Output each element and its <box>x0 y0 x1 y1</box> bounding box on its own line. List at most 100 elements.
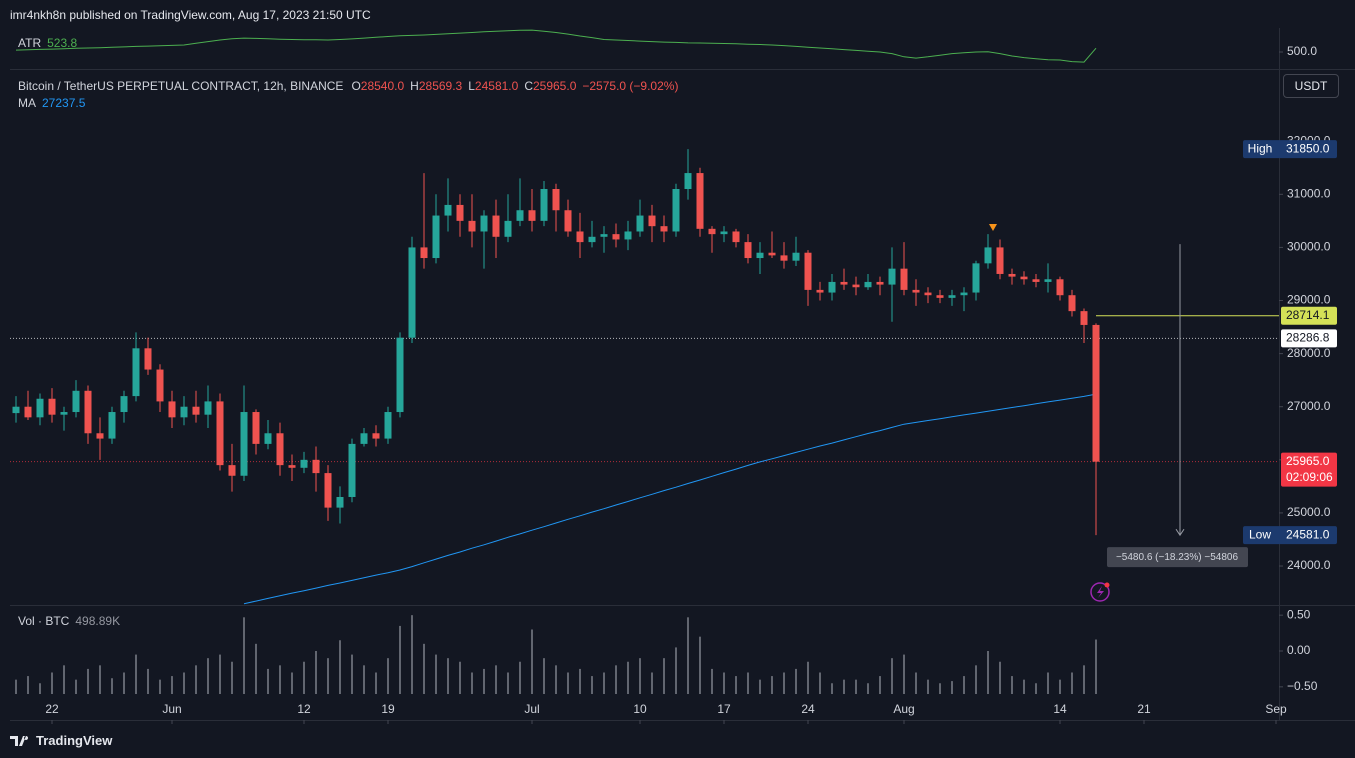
y-tick-label: 31000.0 <box>1287 186 1331 200</box>
y-tick-label: 28000.0 <box>1287 346 1331 360</box>
volume-bar <box>291 672 293 694</box>
candle-body <box>228 465 236 476</box>
candle-body <box>360 433 368 444</box>
volume-bar <box>1059 679 1061 694</box>
y-tick-label: 0.50 <box>1287 607 1311 621</box>
volume-bar <box>783 672 785 694</box>
candle-body <box>816 289 824 293</box>
measure-arrow <box>1175 528 1185 537</box>
candle-body <box>612 234 620 240</box>
candle-body <box>120 396 128 413</box>
candle-body <box>792 252 800 261</box>
volume-bar <box>447 658 449 694</box>
x-tick-label: 24 <box>801 702 815 716</box>
candle-body <box>252 412 260 444</box>
candle-body <box>840 281 848 285</box>
volume-bar <box>387 658 389 694</box>
ma-legend: MA 27237.5 <box>18 96 85 110</box>
candle-body <box>384 412 392 439</box>
candle-body <box>300 459 308 468</box>
candle-body <box>1068 295 1076 312</box>
candle-body <box>504 220 512 237</box>
volume-bar <box>231 661 233 694</box>
y-tick-label: 25000.0 <box>1287 505 1331 519</box>
ohlc-key: H <box>410 79 419 93</box>
price-label-box <box>1281 452 1337 487</box>
volume-bar <box>711 668 713 694</box>
candle-body <box>168 401 176 418</box>
candle-body <box>192 406 200 415</box>
candle-body <box>372 433 380 439</box>
candle-body <box>948 295 956 298</box>
volume-bar <box>567 672 569 694</box>
candle-body <box>72 390 80 413</box>
volume-bar <box>819 672 821 694</box>
volume-bar <box>963 676 965 694</box>
ma-name: MA <box>18 96 36 110</box>
x-tick-label: Jun <box>162 702 181 716</box>
price-label-countdown: 02:09:06 <box>1286 470 1333 484</box>
volume-bar <box>927 679 929 694</box>
volume-bar <box>51 672 53 694</box>
price-label-name: Low <box>1249 527 1271 541</box>
candle-body <box>516 210 524 221</box>
ma-value: 27237.5 <box>42 96 86 110</box>
volume-bar <box>327 658 329 694</box>
ohlc-key: O <box>351 79 361 93</box>
x-tick-label: Aug <box>893 702 914 716</box>
alert-icon[interactable] <box>1090 582 1110 602</box>
candle-body <box>552 189 560 211</box>
volume-bar <box>207 658 209 694</box>
ma-line <box>243 393 1097 605</box>
candle-body <box>708 228 716 235</box>
candle-body <box>180 406 188 418</box>
volume-bar <box>411 615 413 694</box>
volume-bar <box>303 661 305 694</box>
volume-bar <box>219 654 221 694</box>
candle-body <box>264 433 272 444</box>
ohlc-key: C <box>524 79 533 93</box>
candle-body <box>348 443 356 497</box>
candle-body <box>924 292 932 296</box>
volume-bar <box>771 676 773 694</box>
volume-bar <box>39 683 41 694</box>
currency-button[interactable]: USDT <box>1283 74 1339 98</box>
symbol: Bitcoin / TetherUS PERPETUAL CONTRACT, 1… <box>18 79 344 93</box>
price-label: 31850.0 <box>1286 141 1330 155</box>
volume-bar <box>1083 665 1085 694</box>
candle-body <box>1044 279 1052 282</box>
volume-bar <box>603 672 605 694</box>
price-label: 28286.8 <box>1286 331 1330 345</box>
y-tick-label: 29000.0 <box>1287 293 1331 307</box>
x-tick-label: 19 <box>381 702 395 716</box>
volume-bar <box>267 668 269 694</box>
candle-body <box>720 231 728 235</box>
y-tick-label: 27000.0 <box>1287 399 1331 413</box>
volume-bar <box>855 679 857 694</box>
candle-body <box>12 406 20 414</box>
volume-legend: Vol · BTC 498.89K <box>18 614 120 628</box>
candle-body <box>936 295 944 298</box>
y-tick-label: 24000.0 <box>1287 558 1331 572</box>
candle-body <box>984 247 992 264</box>
candle-body <box>864 281 872 288</box>
alert-dot <box>1104 582 1110 588</box>
volume-bar <box>423 643 425 694</box>
volume-bar <box>915 672 917 694</box>
candle-body <box>132 348 140 397</box>
candle-body <box>876 281 884 285</box>
volume-bar <box>663 658 665 694</box>
candle-body <box>48 398 56 415</box>
volume-bar <box>63 665 65 694</box>
candle-body <box>900 268 908 290</box>
volume-bar <box>519 661 521 694</box>
volume-bar <box>1095 639 1097 694</box>
candle-body <box>480 215 488 232</box>
volume-bar <box>495 665 497 694</box>
volume-bar <box>195 665 197 694</box>
volume-bar <box>171 676 173 694</box>
candle-body <box>768 252 776 256</box>
volume-bar <box>507 672 509 694</box>
candle-body <box>420 247 428 259</box>
